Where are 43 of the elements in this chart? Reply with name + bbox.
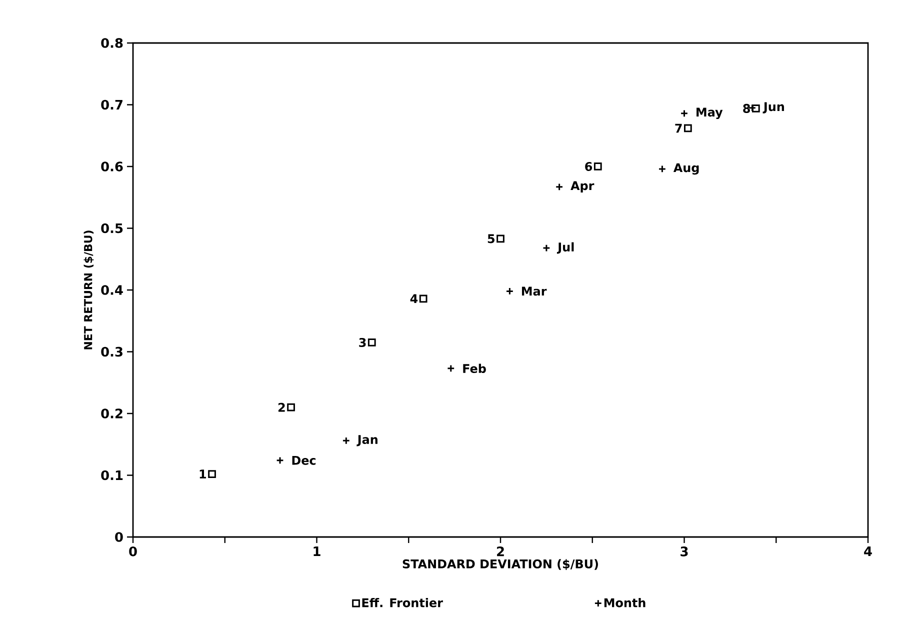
point xyxy=(287,403,295,412)
point xyxy=(419,294,428,303)
annotation: May xyxy=(696,108,723,120)
annotation: 1 xyxy=(200,470,206,478)
point xyxy=(208,470,216,478)
y-tick-label: 0.1 xyxy=(101,470,123,480)
annotation: Apr xyxy=(570,181,594,192)
annotation: Feb xyxy=(463,364,486,374)
x-tick-label: 3 xyxy=(680,546,688,556)
annotation: 2 xyxy=(278,402,285,412)
point xyxy=(752,104,760,112)
y-tick-label: 0.4 xyxy=(101,285,123,295)
annotation: Jun xyxy=(762,102,784,114)
x-tick-label: 1 xyxy=(314,546,320,556)
annotation: Jan xyxy=(356,435,378,446)
x-tick-label: 0 xyxy=(129,546,137,556)
x-tick-label: 2 xyxy=(497,546,504,556)
annotation: 4 xyxy=(410,294,418,303)
y-tick-label: 0.8 xyxy=(101,38,123,48)
annotation: 5 xyxy=(488,234,494,244)
point xyxy=(684,124,692,132)
point xyxy=(496,234,504,243)
legend-label: Month xyxy=(604,598,646,608)
y-tick-label: 0.2 xyxy=(101,408,122,418)
y-tick-label: 0.5 xyxy=(101,223,123,234)
annotation: Dec xyxy=(292,456,316,465)
annotation: 6 xyxy=(585,162,592,172)
x-tick-label: 4 xyxy=(864,546,872,556)
annotation: 8 xyxy=(743,104,750,113)
x-axis-title: STANDARD DEVIATION ($/BU) xyxy=(402,559,598,570)
y-tick-label: 0.6 xyxy=(101,162,123,172)
y-axis-title: NET RETURN ($/BU) xyxy=(84,230,94,350)
annotation: Jul xyxy=(556,242,574,254)
y-tick-label: 0.3 xyxy=(101,346,122,357)
annotation: Mar xyxy=(522,286,547,296)
y-tick-label: 0.7 xyxy=(101,100,122,110)
y-tick-label: 0 xyxy=(115,532,123,542)
point xyxy=(368,338,376,346)
legend-label: Eff. Frontier xyxy=(362,598,443,608)
annotation: Aug xyxy=(673,163,699,175)
annotation: 3 xyxy=(359,338,366,348)
annotation: 7 xyxy=(675,124,682,133)
point xyxy=(594,162,602,170)
